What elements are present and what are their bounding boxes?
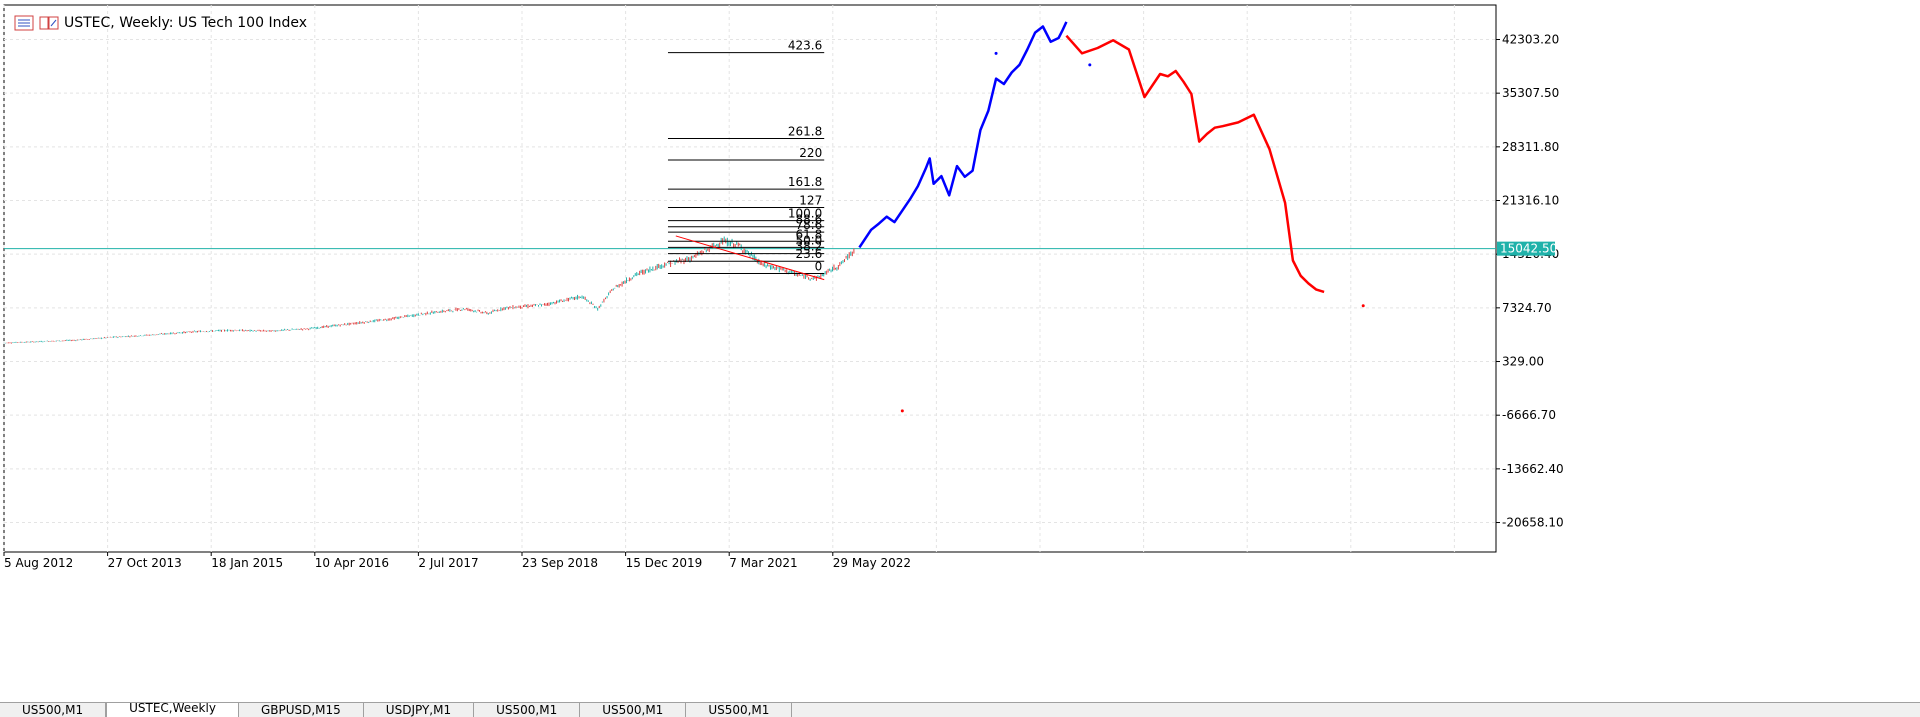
fib-level-label: 127	[799, 194, 822, 208]
x-tick-label: 7 Mar 2021	[729, 556, 797, 570]
blue-projection-line[interactable]	[858, 21, 1068, 249]
stray-point	[1361, 304, 1365, 308]
fib-level-label: 100.0	[788, 207, 822, 221]
x-tick-label: 15 Dec 2019	[626, 556, 703, 570]
y-tick-label: 28311.80	[1502, 140, 1559, 154]
fib-level-label: 161.8	[788, 175, 822, 189]
y-tick-label: 21316.10	[1502, 194, 1559, 208]
tab-us500-m1[interactable]: US500,M1	[686, 703, 793, 717]
fib-level-label: 61.8	[795, 227, 822, 241]
current-price-badge	[1497, 241, 1555, 256]
current-price-label: 15042.50	[1500, 242, 1557, 256]
fib-level-label: 23.6	[795, 247, 822, 261]
y-tick-label: -6666.70	[1502, 408, 1556, 422]
y-tick-label: -13662.40	[1502, 462, 1564, 476]
chart-tab-bar: US500,M1 USTEC,Weekly GBPUSD,M15 USDJPY,M1 U…	[0, 702, 1920, 717]
fib-level-label: 38.2	[795, 240, 822, 254]
stray-point	[994, 51, 998, 55]
chart-window-icon[interactable]	[39, 15, 59, 31]
x-tick-label: 10 Apr 2016	[315, 556, 389, 570]
chart-title-bar: USTEC, Weekly: US Tech 100 Index	[14, 14, 307, 32]
y-tick-label: -20658.10	[1502, 516, 1564, 530]
fib-level-label: 78.6	[795, 218, 822, 232]
chart-canvas[interactable]: 42303.2035307.5028311.8021316.1014320.40…	[0, 0, 1920, 702]
x-tick-label: 18 Jan 2015	[211, 556, 283, 570]
fib-level-label: 220	[799, 146, 822, 160]
x-tick-label: 23 Sep 2018	[522, 556, 598, 570]
tab-usdjpy-m1[interactable]: USDJPY,M1	[364, 703, 475, 717]
tab-us500-m1[interactable]: US500,M1	[474, 703, 581, 717]
x-tick-label: 27 Oct 2013	[108, 556, 182, 570]
stray-point	[900, 409, 904, 413]
y-tick-label: 42303.20	[1502, 32, 1559, 46]
fib-level-label: 0	[815, 260, 823, 274]
fib-level-label: 423.6	[788, 39, 822, 53]
chart-title: USTEC, Weekly: US Tech 100 Index	[64, 15, 307, 31]
stray-point	[1088, 63, 1092, 67]
tab-ustec-weekly[interactable]: USTEC,Weekly	[106, 703, 239, 717]
fib-level-label: 261.8	[788, 124, 822, 138]
x-tick-label: 2 Jul 2017	[418, 556, 478, 570]
plot-area[interactable]	[3, 4, 1497, 553]
x-tick-label: 29 May 2022	[833, 556, 911, 570]
fib-level-label: 88.6	[795, 213, 822, 227]
tab-gbpusd-m15[interactable]: GBPUSD,M15	[239, 703, 364, 717]
y-tick-label: 35307.50	[1502, 86, 1559, 100]
y-tick-label: 7324.70	[1502, 301, 1552, 315]
y-tick-label: 329.00	[1502, 355, 1544, 369]
x-tick-label: 5 Aug 2012	[4, 556, 73, 570]
fib-level-label: 50.0	[795, 233, 822, 247]
red-projection-line[interactable]	[1065, 34, 1325, 294]
tab-us500-m1[interactable]: US500,M1	[580, 703, 687, 717]
trend-line[interactable]	[675, 235, 825, 281]
tab-us500-m1[interactable]: US500,M1	[0, 703, 107, 717]
chart-list-icon[interactable]	[14, 15, 34, 31]
